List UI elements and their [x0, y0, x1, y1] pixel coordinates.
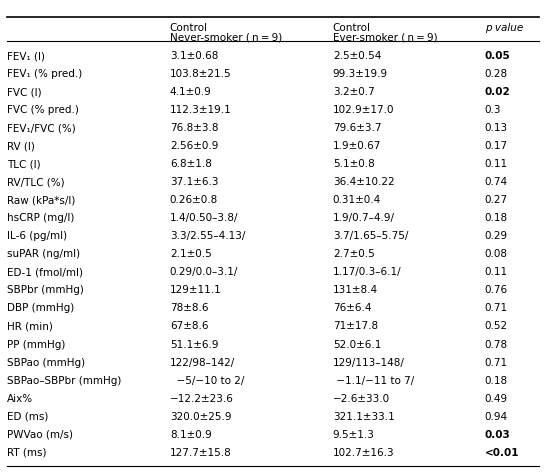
Text: 0.71: 0.71 [485, 357, 508, 367]
Text: 112.3±19.1: 112.3±19.1 [170, 105, 232, 115]
Text: 0.18: 0.18 [485, 375, 508, 385]
Text: 0.27: 0.27 [485, 195, 508, 205]
Text: 0.3: 0.3 [485, 105, 501, 115]
Text: 122/98–142/: 122/98–142/ [170, 357, 235, 367]
Text: 1.9/0.7–4.9/: 1.9/0.7–4.9/ [333, 213, 395, 223]
Text: RV/TLC (%): RV/TLC (%) [7, 177, 64, 187]
Text: FVC (% pred.): FVC (% pred.) [7, 105, 79, 115]
Text: 6.8±1.8: 6.8±1.8 [170, 159, 212, 169]
Text: −1.1/−11 to 7/: −1.1/−11 to 7/ [333, 375, 414, 385]
Text: 3.2±0.7: 3.2±0.7 [333, 87, 375, 97]
Text: 129/113–148/: 129/113–148/ [333, 357, 405, 367]
Text: PP (mmHg): PP (mmHg) [7, 339, 65, 349]
Text: 127.7±15.8: 127.7±15.8 [170, 446, 232, 456]
Text: 67±8.6: 67±8.6 [170, 321, 208, 331]
Text: 71±17.8: 71±17.8 [333, 321, 378, 331]
Text: 0.05: 0.05 [485, 51, 511, 61]
Text: 0.31±0.4: 0.31±0.4 [333, 195, 381, 205]
Text: ED-1 (fmol/ml): ED-1 (fmol/ml) [7, 267, 83, 277]
Text: 9.5±1.3: 9.5±1.3 [333, 429, 375, 439]
Text: 0.26±0.8: 0.26±0.8 [170, 195, 218, 205]
Text: 2.5±0.54: 2.5±0.54 [333, 51, 381, 61]
Text: FEV₁ (l): FEV₁ (l) [7, 51, 45, 61]
Text: FEV₁/FVC (%): FEV₁/FVC (%) [7, 123, 75, 133]
Text: Aix%: Aix% [7, 393, 33, 403]
Text: −5/−10 to 2/: −5/−10 to 2/ [170, 375, 244, 385]
Text: 3.7/1.65–5.75/: 3.7/1.65–5.75/ [333, 231, 408, 241]
Text: RT (ms): RT (ms) [7, 446, 46, 456]
Text: 0.11: 0.11 [485, 267, 508, 277]
Text: 131±8.4: 131±8.4 [333, 285, 378, 295]
Text: 0.08: 0.08 [485, 249, 508, 259]
Text: HR (min): HR (min) [7, 321, 53, 331]
Text: 36.4±10.22: 36.4±10.22 [333, 177, 394, 187]
Text: FEV₁ (% pred.): FEV₁ (% pred.) [7, 69, 82, 79]
Text: 321.1±33.1: 321.1±33.1 [333, 411, 395, 421]
Text: 78±8.6: 78±8.6 [170, 303, 208, 313]
Text: IL-6 (pg/ml): IL-6 (pg/ml) [7, 231, 67, 241]
Text: 0.13: 0.13 [485, 123, 508, 133]
Text: 0.17: 0.17 [485, 141, 508, 151]
Text: SBPbr (mmHg): SBPbr (mmHg) [7, 285, 84, 295]
Text: 76.8±3.8: 76.8±3.8 [170, 123, 218, 133]
Text: <0.01: <0.01 [485, 446, 519, 456]
Text: SBPao–SBPbr (mmHg): SBPao–SBPbr (mmHg) [7, 375, 121, 385]
Text: 52.0±6.1: 52.0±6.1 [333, 339, 381, 349]
Text: DBP (mmHg): DBP (mmHg) [7, 303, 74, 313]
Text: 103.8±21.5: 103.8±21.5 [170, 69, 232, 79]
Text: ED (ms): ED (ms) [7, 411, 48, 421]
Text: 0.49: 0.49 [485, 393, 508, 403]
Text: 0.94: 0.94 [485, 411, 508, 421]
Text: 2.7±0.5: 2.7±0.5 [333, 249, 375, 259]
Text: 0.74: 0.74 [485, 177, 508, 187]
Text: 0.29: 0.29 [485, 231, 508, 241]
Text: TLC (l): TLC (l) [7, 159, 40, 169]
Text: SBPao (mmHg): SBPao (mmHg) [7, 357, 85, 367]
Text: Never-smoker ( n = 9): Never-smoker ( n = 9) [170, 32, 282, 42]
Text: 0.28: 0.28 [485, 69, 508, 79]
Text: p value: p value [485, 23, 523, 33]
Text: 37.1±6.3: 37.1±6.3 [170, 177, 218, 187]
Text: 76±6.4: 76±6.4 [333, 303, 371, 313]
Text: 5.1±0.8: 5.1±0.8 [333, 159, 375, 169]
Text: 320.0±25.9: 320.0±25.9 [170, 411, 232, 421]
Text: 3.1±0.68: 3.1±0.68 [170, 51, 218, 61]
Text: 102.7±16.3: 102.7±16.3 [333, 446, 394, 456]
Text: 0.78: 0.78 [485, 339, 508, 349]
Text: 2.56±0.9: 2.56±0.9 [170, 141, 218, 151]
Text: −2.6±33.0: −2.6±33.0 [333, 393, 390, 403]
Text: Raw (kPa*s/l): Raw (kPa*s/l) [7, 195, 75, 205]
Text: 79.6±3.7: 79.6±3.7 [333, 123, 381, 133]
Text: FVC (l): FVC (l) [7, 87, 41, 97]
Text: 0.11: 0.11 [485, 159, 508, 169]
Text: 99.3±19.9: 99.3±19.9 [333, 69, 388, 79]
Text: 0.76: 0.76 [485, 285, 508, 295]
Text: 3.3/2.55–4.13/: 3.3/2.55–4.13/ [170, 231, 245, 241]
Text: 0.18: 0.18 [485, 213, 508, 223]
Text: 1.9±0.67: 1.9±0.67 [333, 141, 381, 151]
Text: 102.9±17.0: 102.9±17.0 [333, 105, 394, 115]
Text: 0.52: 0.52 [485, 321, 508, 331]
Text: Control: Control [170, 23, 208, 33]
Text: Ever-smoker ( n = 9): Ever-smoker ( n = 9) [333, 32, 437, 42]
Text: 1.4/0.50–3.8/: 1.4/0.50–3.8/ [170, 213, 238, 223]
Text: suPAR (ng/ml): suPAR (ng/ml) [7, 249, 80, 259]
Text: RV (l): RV (l) [7, 141, 35, 151]
Text: hsCRP (mg/l): hsCRP (mg/l) [7, 213, 74, 223]
Text: 8.1±0.9: 8.1±0.9 [170, 429, 211, 439]
Text: 129±11.1: 129±11.1 [170, 285, 222, 295]
Text: 51.1±6.9: 51.1±6.9 [170, 339, 218, 349]
Text: 0.03: 0.03 [485, 429, 511, 439]
Text: Control: Control [333, 23, 371, 33]
Text: 4.1±0.9: 4.1±0.9 [170, 87, 211, 97]
Text: 2.1±0.5: 2.1±0.5 [170, 249, 211, 259]
Text: 0.02: 0.02 [485, 87, 511, 97]
Text: 0.71: 0.71 [485, 303, 508, 313]
Text: 0.29/0.0–3.1/: 0.29/0.0–3.1/ [170, 267, 238, 277]
Text: 1.17/0.3–6.1/: 1.17/0.3–6.1/ [333, 267, 401, 277]
Text: PWVao (m/s): PWVao (m/s) [7, 429, 73, 439]
Text: −12.2±23.6: −12.2±23.6 [170, 393, 234, 403]
